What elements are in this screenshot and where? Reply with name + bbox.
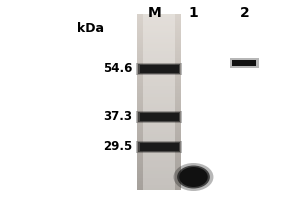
FancyBboxPatch shape (138, 64, 180, 74)
FancyBboxPatch shape (143, 14, 175, 190)
Text: 54.6: 54.6 (103, 62, 132, 75)
FancyBboxPatch shape (232, 60, 256, 66)
FancyBboxPatch shape (140, 143, 178, 151)
FancyBboxPatch shape (230, 58, 259, 68)
Ellipse shape (174, 163, 214, 191)
Ellipse shape (179, 167, 208, 187)
Text: kDa: kDa (76, 21, 103, 34)
Text: 37.3: 37.3 (103, 110, 132, 123)
Ellipse shape (177, 166, 210, 188)
FancyBboxPatch shape (140, 65, 178, 73)
FancyBboxPatch shape (136, 63, 182, 75)
Text: 2: 2 (240, 6, 249, 20)
FancyBboxPatch shape (138, 142, 180, 152)
Text: M: M (148, 6, 161, 20)
FancyBboxPatch shape (136, 111, 182, 123)
FancyBboxPatch shape (136, 141, 182, 153)
Text: 29.5: 29.5 (103, 140, 132, 154)
FancyBboxPatch shape (140, 113, 178, 121)
Text: 1: 1 (189, 6, 198, 20)
FancyBboxPatch shape (138, 112, 180, 122)
